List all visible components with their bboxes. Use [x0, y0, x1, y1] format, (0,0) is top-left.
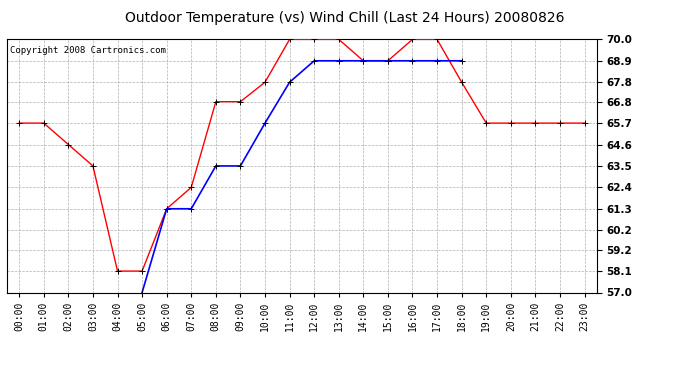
Text: Outdoor Temperature (vs) Wind Chill (Last 24 Hours) 20080826: Outdoor Temperature (vs) Wind Chill (Las… — [126, 11, 564, 25]
Text: Copyright 2008 Cartronics.com: Copyright 2008 Cartronics.com — [10, 46, 166, 55]
